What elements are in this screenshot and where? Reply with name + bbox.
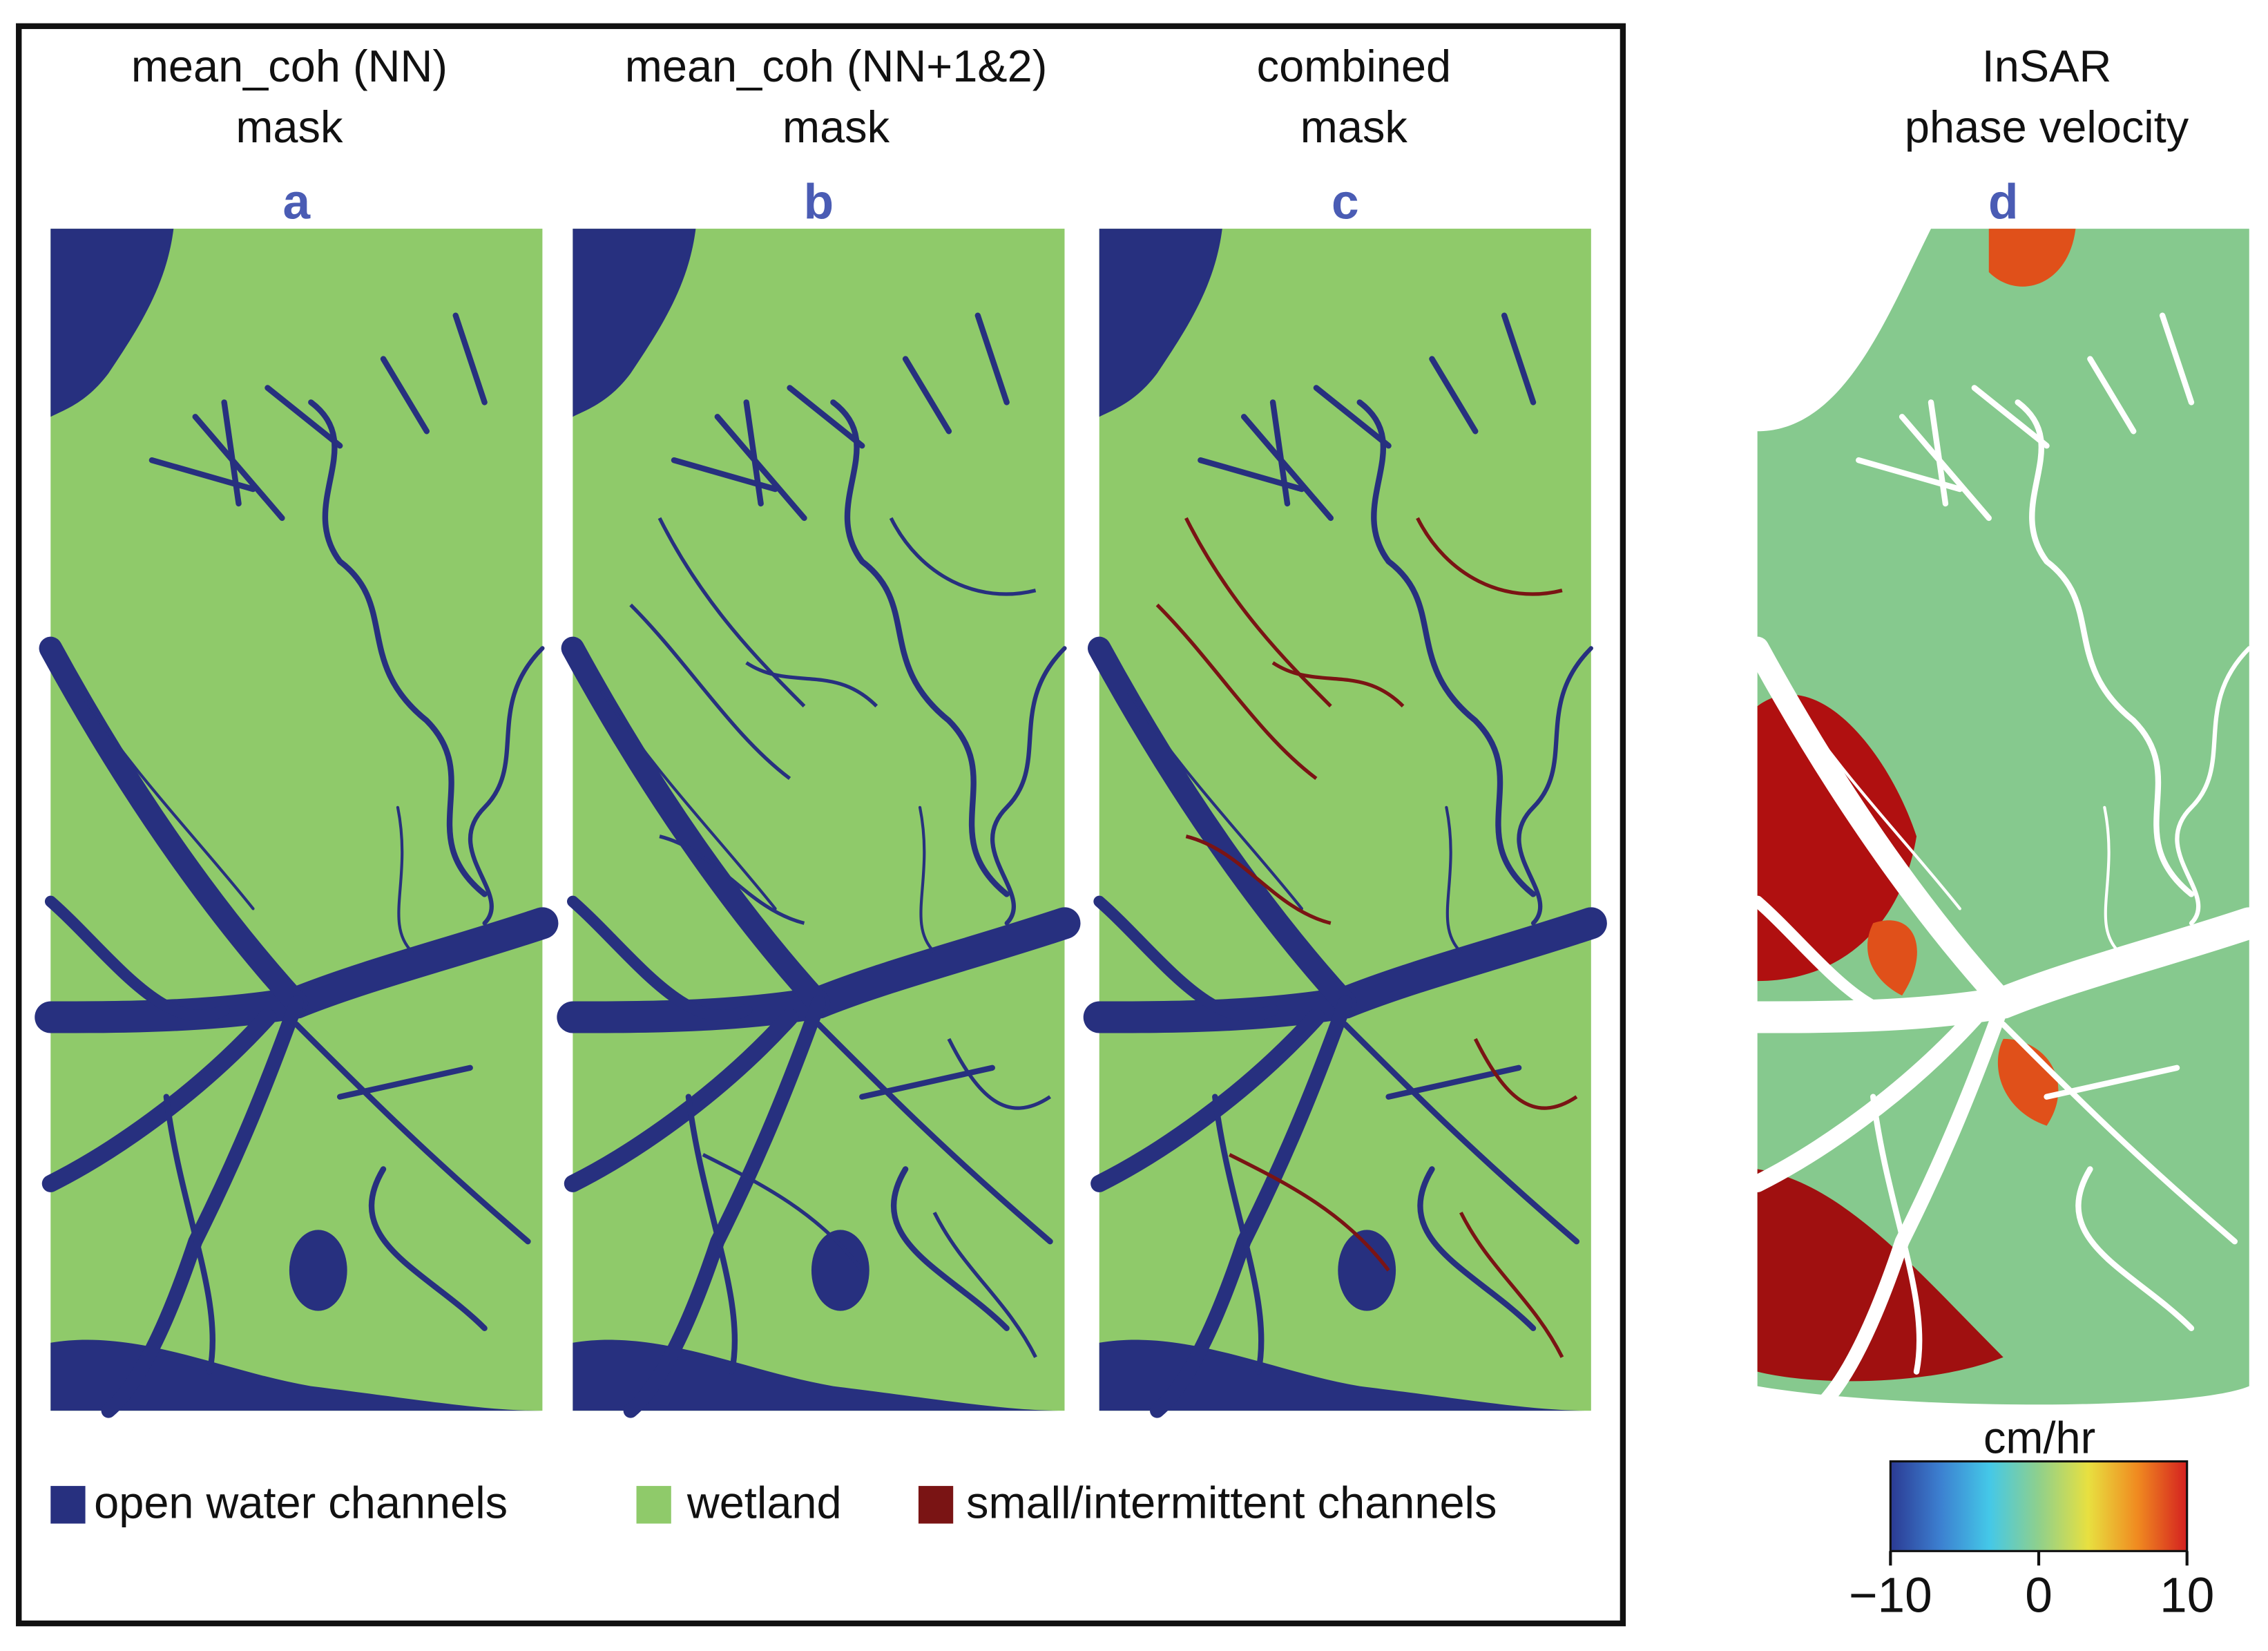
channel (1751, 895, 1937, 1022)
map-panel (35, 229, 559, 1418)
channel (1749, 1008, 1983, 1192)
channel (671, 312, 1010, 522)
lake (289, 1230, 347, 1311)
channel (101, 995, 304, 1418)
map-background (1099, 229, 1591, 1411)
water-body (573, 229, 1065, 1411)
water-body (50, 229, 543, 1411)
panel-letter: c (1332, 175, 1359, 229)
channel (600, 690, 936, 954)
channel (564, 1008, 799, 1192)
channel (41, 1008, 277, 1192)
channel (1745, 636, 2015, 1015)
panel-title: phase velocity (1905, 102, 2189, 152)
colorbar-tick-label: 0 (2025, 1568, 2053, 1623)
velocity-hot (1757, 1169, 2003, 1382)
channel (1807, 995, 2011, 1418)
channel (308, 399, 488, 897)
panel-title: mean_coh (NN+1&2) (625, 41, 1048, 91)
channel (1517, 646, 1593, 926)
colorbar-tick-label: 10 (2160, 1568, 2214, 1623)
channel (2015, 399, 2195, 897)
channel (1356, 399, 1537, 897)
channel (1150, 995, 1353, 1418)
colorbar-label: cm/hr (1983, 1412, 2095, 1462)
panel-title: InSAR (1982, 41, 2112, 91)
legend-label: small/intermittent channels (966, 1478, 1497, 1528)
channel (1212, 1021, 1580, 1375)
lake (811, 1230, 869, 1311)
legend-swatch (636, 1486, 671, 1524)
channel (990, 646, 1067, 926)
map-background (573, 229, 1065, 1411)
legend-label: open water channels (94, 1478, 508, 1528)
fine-channel (629, 517, 1051, 1358)
panel-title: mean_coh (NN) (131, 41, 448, 91)
channel (830, 399, 1010, 897)
frame (16, 23, 1626, 1627)
legend-label: wetland (686, 1478, 842, 1528)
channel (566, 895, 753, 1022)
channel (1126, 690, 1463, 954)
water-body (1099, 229, 1591, 1411)
velocity-hot (1757, 694, 1917, 982)
map-panel (557, 229, 1081, 1418)
channel (39, 636, 309, 1015)
channel (1856, 312, 2195, 522)
map-panel (1741, 229, 2265, 1418)
channel (44, 895, 231, 1022)
legend-swatch (50, 1486, 86, 1524)
panel-letter: b (804, 175, 834, 229)
panel-title: mask (782, 102, 890, 152)
panel-title: mask (1300, 102, 1408, 152)
panel-letter: a (283, 175, 311, 229)
lake (1338, 1230, 1396, 1311)
channel (1785, 690, 2121, 954)
map-panel (1083, 229, 1607, 1418)
panel-letter: d (1988, 175, 2018, 229)
channel (148, 312, 488, 522)
colorbar (1889, 1460, 2189, 1552)
channel (623, 995, 826, 1418)
channel (468, 646, 545, 926)
panel-title: combined (1257, 41, 1451, 91)
fine-channel (1155, 517, 1578, 1358)
channel (2175, 646, 2251, 926)
channel (1198, 312, 1537, 522)
legend-swatch (918, 1486, 954, 1524)
channel (78, 690, 414, 954)
channel (163, 1021, 531, 1375)
channel (1090, 1008, 1325, 1192)
map-background (50, 229, 543, 1411)
colorbar-tick-label: −10 (1849, 1568, 1932, 1623)
channel (685, 1021, 1053, 1375)
channel (1870, 1021, 2238, 1375)
panel-title: mask (236, 102, 343, 152)
channel (1093, 895, 1279, 1022)
